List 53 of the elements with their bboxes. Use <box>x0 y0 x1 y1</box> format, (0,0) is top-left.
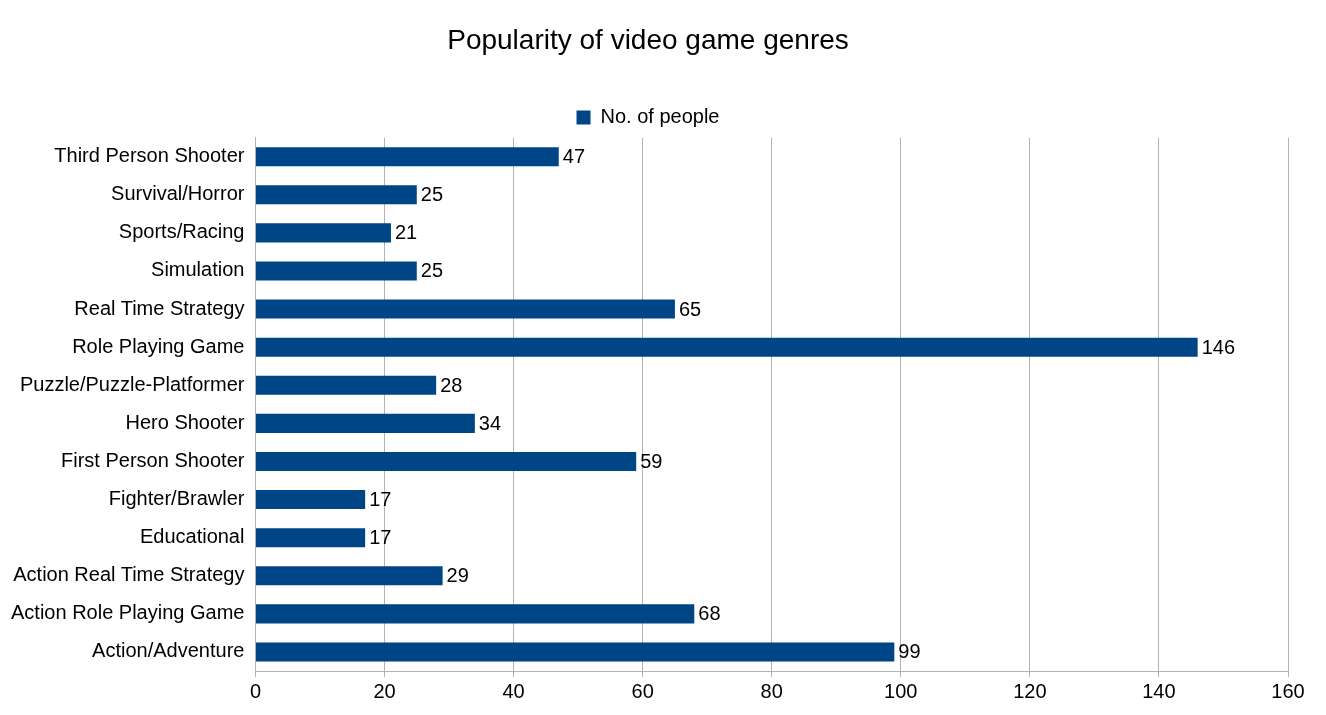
bar <box>255 413 475 433</box>
data-label: 21 <box>394 221 418 244</box>
y-tick-label: Survival/Horror <box>111 182 245 205</box>
x-tick-label: 140 <box>1142 679 1176 702</box>
x-tick-label: 0 <box>249 679 262 702</box>
x-tick-label: 20 <box>373 679 396 702</box>
legend-label: No. of people <box>600 105 720 128</box>
y-tick-label: Action/Adventure <box>92 639 245 662</box>
bar <box>255 261 417 281</box>
x-tick-label: 60 <box>631 679 654 702</box>
y-tick-label: Simulation <box>151 258 245 281</box>
bar <box>255 185 417 205</box>
bar <box>255 223 391 243</box>
y-tick-label: Role Playing Game <box>72 334 245 357</box>
data-label: 28 <box>440 373 463 396</box>
data-label: 47 <box>562 145 586 168</box>
y-tick-label: Real Time Strategy <box>74 296 245 319</box>
bar <box>255 490 366 510</box>
x-tick-label: 100 <box>884 679 918 702</box>
y-tick-label: Hero Shooter <box>125 410 245 433</box>
bar <box>255 604 695 624</box>
bar <box>255 299 675 319</box>
data-label: 68 <box>698 602 721 625</box>
y-tick-label: Fighter/Brawler <box>108 487 245 510</box>
bar <box>255 451 637 471</box>
data-label: 25 <box>420 183 444 206</box>
bar <box>255 147 559 167</box>
y-tick-label: First Person Shooter <box>61 448 245 471</box>
bar <box>255 642 895 662</box>
data-label: 65 <box>678 297 702 320</box>
data-label: 17 <box>369 488 392 511</box>
y-tick-label: Action Real Time Strategy <box>13 563 245 586</box>
y-tick-label: Educational <box>139 525 245 548</box>
x-tick-label: 120 <box>1013 679 1047 702</box>
data-label: 17 <box>369 526 392 549</box>
bar <box>255 528 366 548</box>
bar <box>255 337 1198 357</box>
y-tick-label: Puzzle/Puzzle-Platformer <box>19 372 245 395</box>
data-label: 99 <box>898 640 921 663</box>
bar <box>255 566 443 586</box>
y-tick-label: Sports/Racing <box>118 220 245 243</box>
x-tick-label: 160 <box>1271 679 1305 702</box>
data-label: 29 <box>446 564 469 587</box>
chart-title: Popularity of video game genres <box>447 23 849 55</box>
bar <box>255 375 437 395</box>
y-tick-label: Action Role Playing Game <box>10 601 245 624</box>
y-tick-label: Third Person Shooter <box>54 144 245 167</box>
data-label: 146 <box>1201 335 1236 358</box>
x-tick-label: 80 <box>760 679 783 702</box>
data-label: 34 <box>478 411 502 434</box>
data-label: 25 <box>420 259 444 282</box>
x-tick-label: 40 <box>502 679 525 702</box>
data-label: 59 <box>640 449 663 472</box>
